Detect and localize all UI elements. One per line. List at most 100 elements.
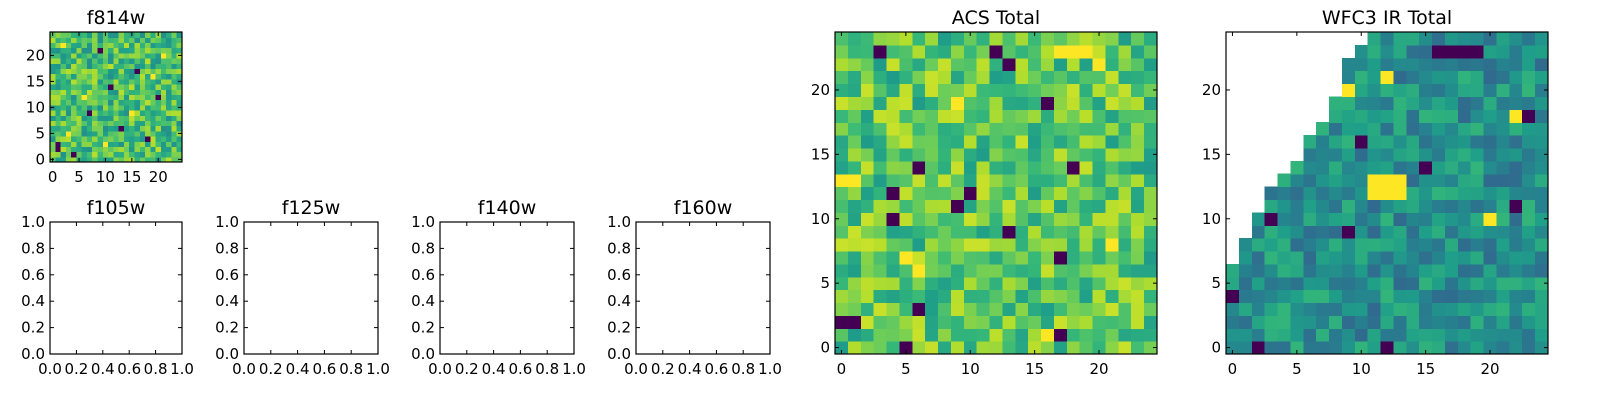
- heatmap-cell: [166, 110, 173, 116]
- heatmap-cell: [1393, 238, 1407, 252]
- heatmap-cell: [1341, 186, 1356, 201]
- heatmap-cell: [134, 42, 141, 49]
- heatmap-cell: [938, 199, 952, 213]
- heatmap-cell: [176, 32, 183, 38]
- heatmap-cell: [1354, 160, 1369, 175]
- heatmap-cell: [1028, 315, 1042, 329]
- heatmap-cell: [1303, 289, 1317, 304]
- heatmap-cell: [1053, 96, 1068, 110]
- heatmap-cell: [55, 89, 62, 95]
- heatmap-cell: [912, 276, 926, 291]
- heatmap-cell: [1041, 44, 1055, 59]
- heatmap-cell: [150, 110, 157, 116]
- heatmap-cell: [1406, 186, 1420, 201]
- heatmap-cell: [950, 70, 965, 85]
- heatmap-cell: [1457, 83, 1472, 97]
- heatmap-cell: [1131, 160, 1145, 175]
- heatmap-cell: [1066, 302, 1081, 316]
- y-tick-label: 0.4: [21, 292, 45, 310]
- heatmap-cell: [899, 199, 913, 213]
- heatmap-cell: [1118, 32, 1132, 46]
- heatmap-cell: [925, 263, 939, 278]
- heatmap-cell: [1496, 160, 1510, 175]
- heatmap-cell: [50, 73, 56, 80]
- heatmap-cell: [145, 68, 151, 75]
- heatmap-cell: [886, 212, 900, 226]
- x-tick-label: 5: [74, 168, 84, 186]
- heatmap-cell: [1079, 70, 1094, 85]
- heatmap-cell: [60, 47, 67, 54]
- heatmap-cell: [1015, 109, 1029, 123]
- heatmap-cell: [899, 263, 913, 278]
- heatmap-cell: [1419, 96, 1433, 110]
- heatmap-cell: [1092, 212, 1107, 226]
- heatmap-cell: [1393, 173, 1407, 188]
- heatmap-cell: [155, 42, 162, 49]
- x-tick-label: 0: [837, 360, 847, 378]
- heatmap-cell: [97, 120, 104, 127]
- heatmap-cell: [1341, 250, 1356, 265]
- heatmap-cell: [925, 199, 939, 213]
- heatmap-cell: [155, 37, 162, 43]
- heatmap-cell: [1092, 96, 1107, 110]
- heatmap-cell: [1131, 199, 1145, 213]
- heatmap-cell: [176, 73, 183, 80]
- heatmap-cell: [925, 135, 939, 149]
- heatmap-cell: [847, 122, 862, 136]
- heatmap-cell: [1002, 135, 1016, 149]
- heatmap-cell: [60, 125, 67, 132]
- heatmap-cell: [108, 115, 114, 121]
- heatmap-cell: [963, 212, 978, 226]
- heatmap-cell: [160, 125, 167, 132]
- heatmap-cell: [1002, 160, 1016, 175]
- y-tick-label: 0.8: [411, 239, 435, 257]
- heatmap-cell: [1277, 289, 1291, 304]
- heatmap-cell: [150, 136, 157, 142]
- heatmap-cell: [1329, 186, 1343, 201]
- heatmap-cell: [1483, 302, 1498, 316]
- heatmap-cell: [171, 37, 178, 43]
- heatmap-cell: [139, 136, 146, 142]
- heatmap-cell: [171, 42, 178, 49]
- heatmap-cell: [1079, 276, 1094, 291]
- heatmap-cell: [1277, 173, 1291, 188]
- heatmap-cell: [938, 135, 952, 149]
- heatmap-cell: [963, 70, 978, 85]
- heatmap-cell: [155, 115, 162, 121]
- heatmap-cell: [166, 156, 173, 163]
- heatmap-cell: [1092, 44, 1107, 59]
- heatmap-cell: [938, 83, 952, 97]
- heatmap-cell: [1457, 70, 1472, 85]
- heatmap-cell: [925, 328, 939, 342]
- heatmap-cell: [155, 47, 162, 54]
- heatmap-cell: [899, 122, 913, 136]
- heatmap-cell: [1432, 160, 1446, 175]
- heatmap-cell: [1483, 199, 1498, 213]
- heatmap-cell: [50, 94, 56, 101]
- heatmap-cell: [71, 115, 77, 121]
- heatmap-cell: [139, 84, 146, 90]
- heatmap-cell: [71, 146, 77, 153]
- heatmap-cell: [86, 156, 93, 163]
- heatmap-cell: [1496, 57, 1510, 72]
- heatmap-cell: [1251, 238, 1266, 252]
- heatmap-cell: [847, 173, 862, 188]
- heatmap-cell: [1470, 44, 1485, 59]
- heatmap-cell: [1028, 70, 1042, 85]
- heatmap-cell: [1105, 96, 1119, 110]
- x-tick-label: 1.0: [366, 360, 390, 378]
- heatmap-cell: [81, 78, 88, 85]
- heatmap-cell: [1457, 160, 1472, 175]
- heatmap-cell: [860, 70, 875, 85]
- heatmap-cell: [1053, 109, 1068, 123]
- heatmap-cell: [1290, 186, 1304, 201]
- heatmap-cell: [1367, 32, 1382, 46]
- heatmap-cell: [171, 125, 178, 132]
- heatmap-cell: [108, 68, 114, 75]
- heatmap-cell: [1238, 315, 1253, 329]
- heatmap-cell: [835, 122, 849, 136]
- heatmap-cell: [1406, 250, 1420, 265]
- heatmap-cell: [50, 125, 56, 132]
- heatmap-cell: [176, 146, 183, 153]
- heatmap-cell: [1131, 109, 1145, 123]
